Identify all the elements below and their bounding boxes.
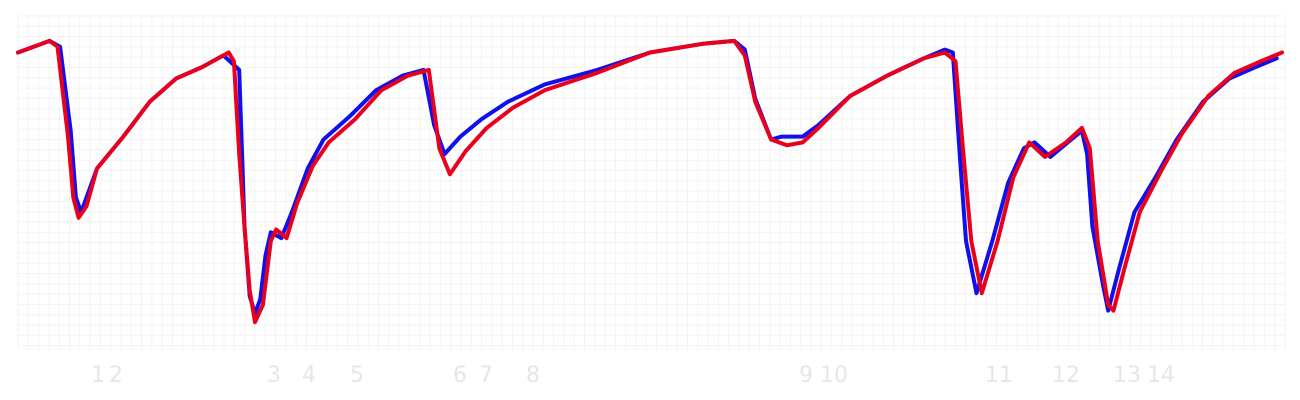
x-tick-label: 3 <box>267 363 281 388</box>
x-tick-label: 4 <box>302 363 316 388</box>
x-tick-label: 11 <box>985 363 1013 388</box>
series-line-2 <box>16 38 1284 325</box>
x-tick-label: 14 <box>1147 363 1175 388</box>
series-line-1 <box>16 38 1279 316</box>
x-tick-label: 10 <box>820 363 848 388</box>
x-tick-label: 1 <box>91 363 105 388</box>
x-tick-label: 6 <box>453 363 467 388</box>
chart-series-lines <box>16 38 1284 325</box>
x-tick-label: 9 <box>799 363 813 388</box>
x-tick-label: 7 <box>479 363 493 388</box>
x-tick-label: 13 <box>1113 363 1141 388</box>
x-axis-tick-labels: 1 2 3 4 5 6 7 8 9 10 11 12 13 14 <box>91 363 1175 388</box>
x-tick-label: 12 <box>1052 363 1080 388</box>
x-tick-label: 2 <box>109 363 123 388</box>
x-tick-label: 8 <box>526 363 540 388</box>
x-tick-label: 5 <box>350 363 364 388</box>
